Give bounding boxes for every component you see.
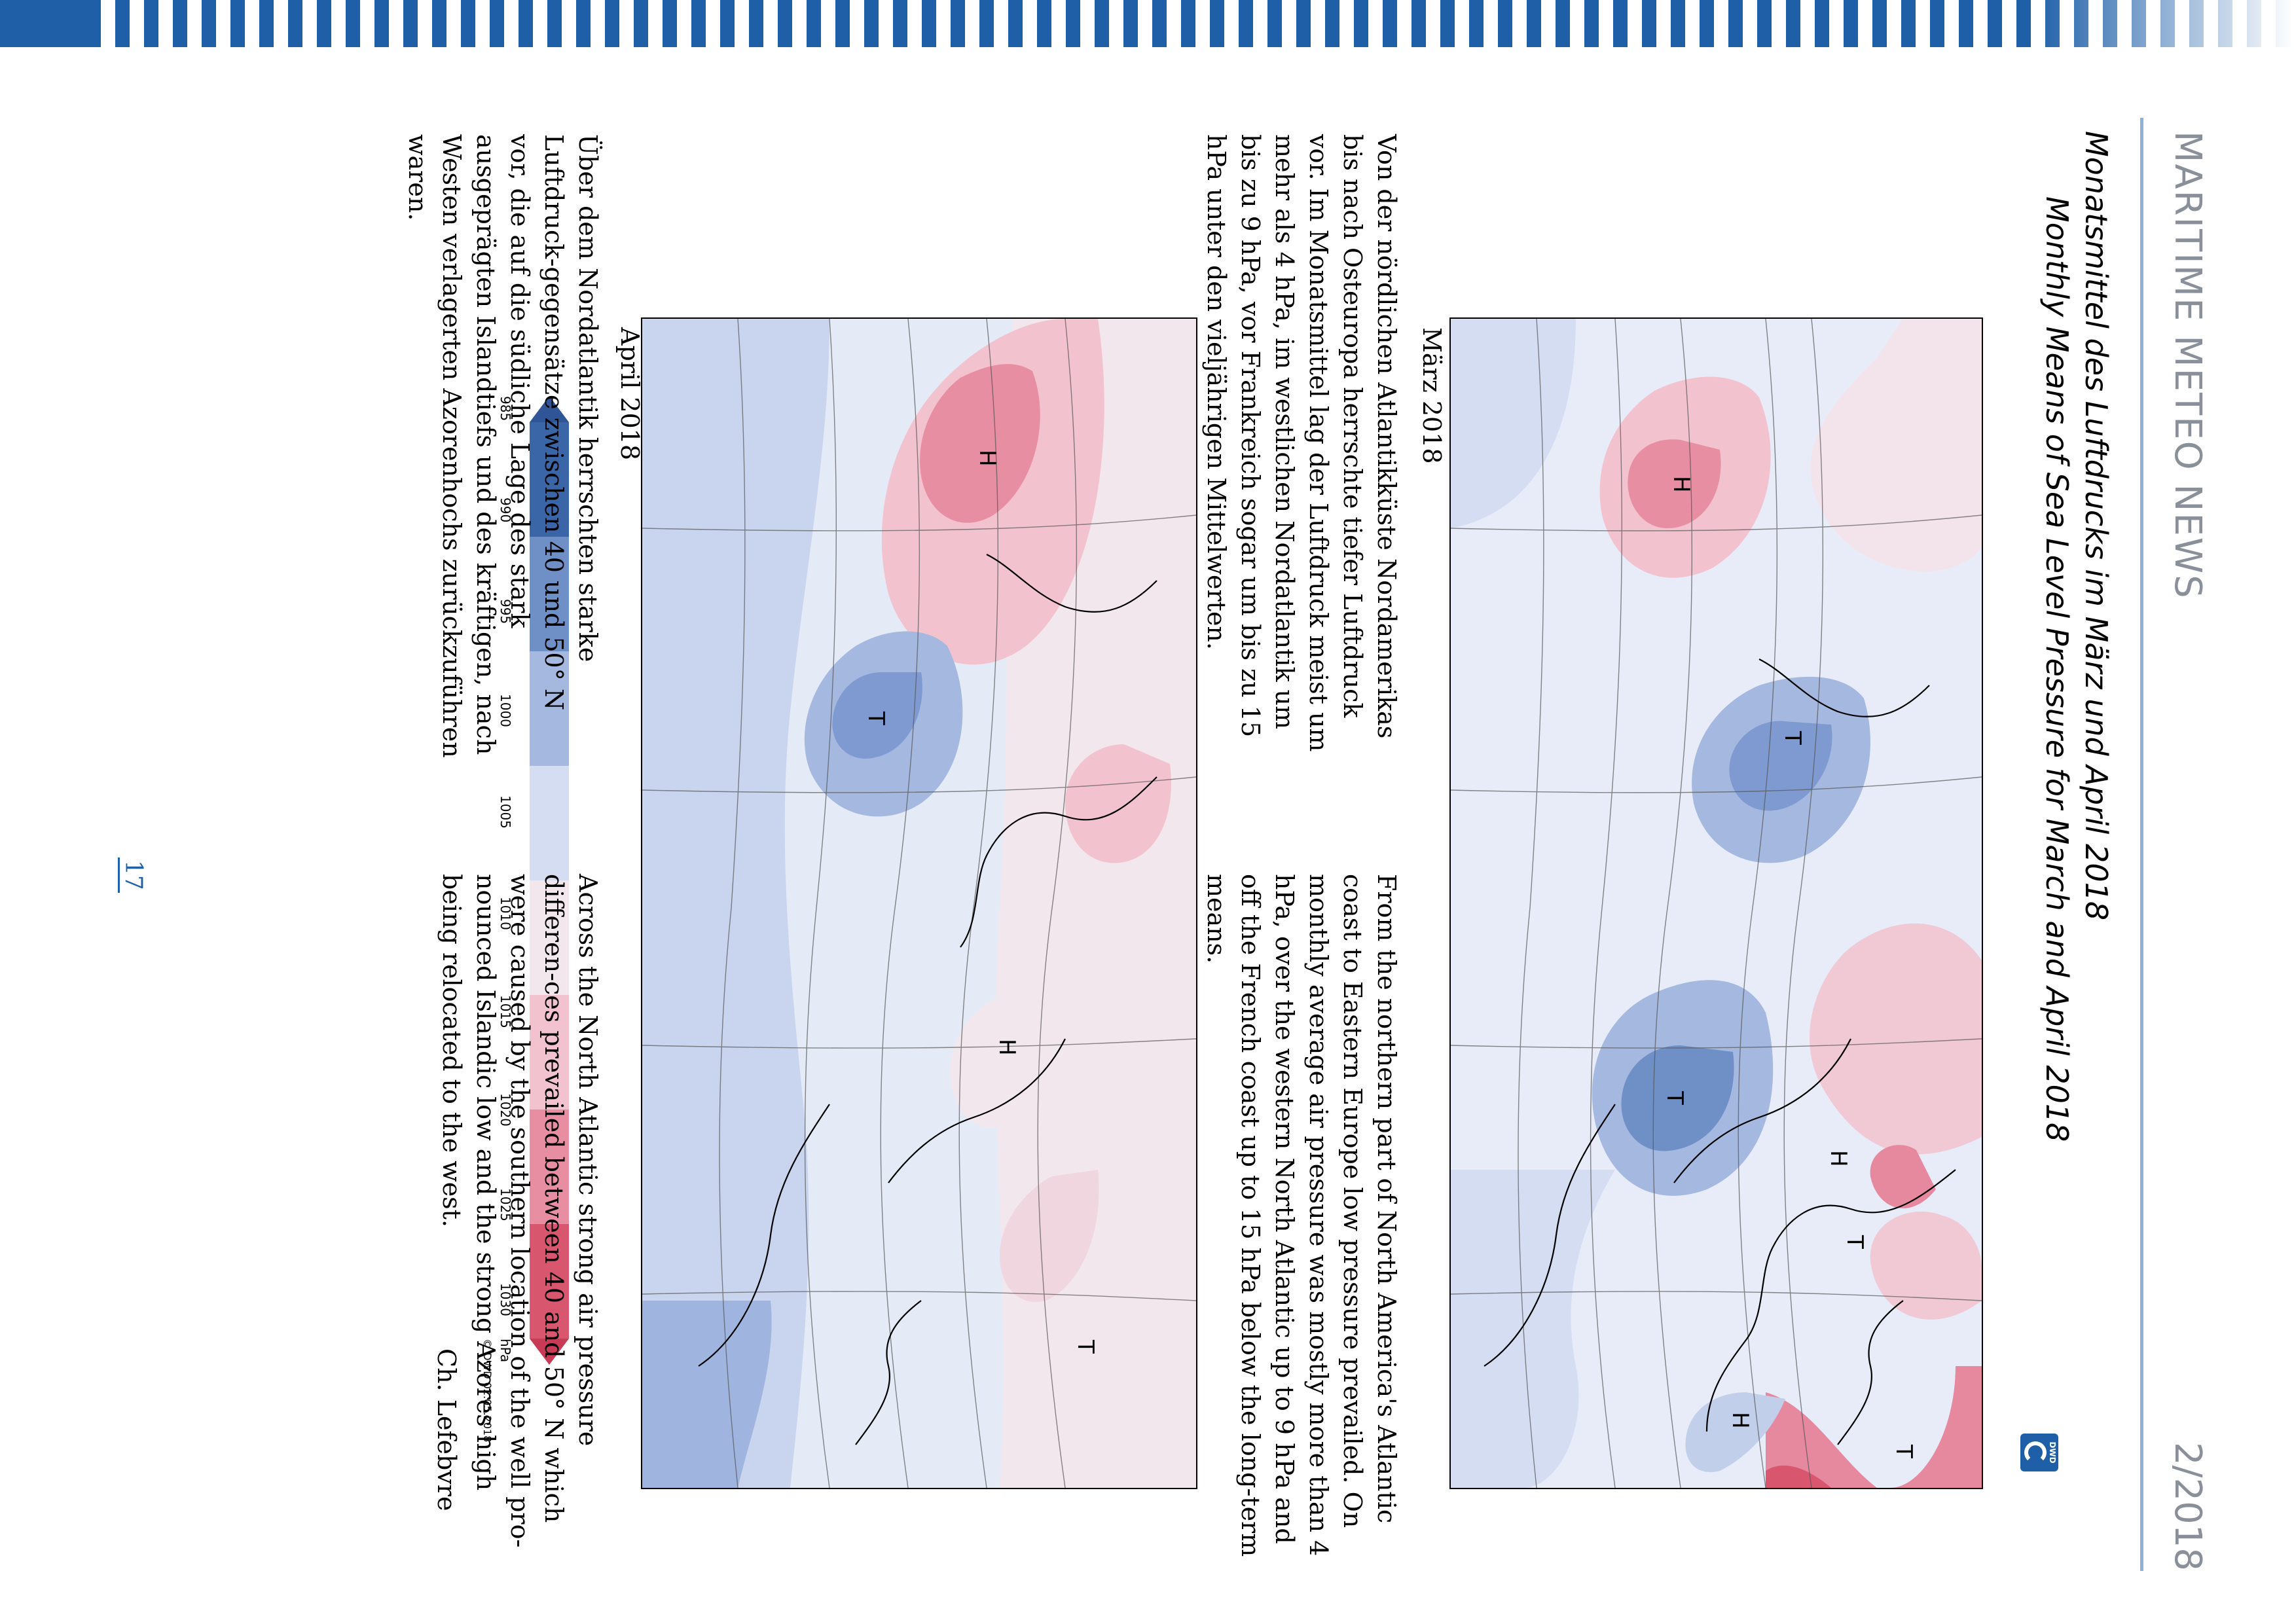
issue-number: 2/2018 xyxy=(2166,1441,2209,1571)
low-marker-april-1: T xyxy=(863,711,889,725)
legend-band-3 xyxy=(530,651,569,766)
pressure-map-april: T T H H xyxy=(641,317,1197,1489)
pressure-map-april-svg: T T H H xyxy=(642,319,1196,1488)
low-marker-march-2: T xyxy=(1662,1091,1688,1105)
legend-band-7 xyxy=(530,1110,569,1224)
low-marker-march-1: T xyxy=(1779,731,1806,745)
pressure-map-march-svg: T T T T H H H xyxy=(1451,319,1982,1488)
low-marker-april-2: T xyxy=(1072,1339,1099,1354)
header-rule xyxy=(2140,118,2143,1571)
legend-band-2 xyxy=(530,537,569,651)
author-name: Ch. Lefebvre xyxy=(432,1348,461,1511)
dwd-logo: DWD xyxy=(2020,1434,2058,1471)
legend-colorbar xyxy=(530,396,569,1365)
pressure-map-march: T T T T H H H xyxy=(1449,317,1983,1489)
legend-band-1 xyxy=(530,422,569,537)
low-marker-march-3: T xyxy=(1842,1235,1868,1249)
legend-tick-1005: 1005 xyxy=(498,795,513,829)
high-marker-april-1: H xyxy=(974,450,1000,467)
title-english: Monthly Means of Sea Level Pressure for … xyxy=(2039,196,2075,1142)
header-stripe-fade xyxy=(2032,0,2294,47)
dwd-swirl-icon xyxy=(2024,1441,2047,1464)
page-number: 17 xyxy=(118,857,147,893)
legend-arrow-low xyxy=(530,396,569,422)
text-april-german: Über dem Nordatlantik herrschten starke … xyxy=(403,134,602,758)
legend-arrow-high xyxy=(530,1339,569,1365)
header-stripe-solid xyxy=(0,0,98,47)
legend-band-4 xyxy=(530,766,569,880)
rotated-page-content: MARITIME METEO NEWS 2/2018 Monatsmittel … xyxy=(81,52,2294,1571)
header-stripe-bar xyxy=(0,0,2294,47)
legend-band-8 xyxy=(530,1224,569,1339)
high-marker-april-2: H xyxy=(994,1039,1020,1056)
legend-band-5 xyxy=(530,880,569,995)
dwd-logo-text: DWD xyxy=(2048,1441,2057,1464)
title-german: Monatsmittel des Luftdrucks im März und … xyxy=(2079,131,2114,921)
low-marker-march-4: T xyxy=(1891,1444,1917,1458)
map-caption-march: März 2018 xyxy=(1417,327,1446,464)
high-marker-march-2: H xyxy=(1825,1150,1851,1167)
text-march-english: From the northern part of North America'… xyxy=(1202,874,1401,1557)
legend-band-6 xyxy=(530,995,569,1110)
high-marker-march-1: H xyxy=(1668,476,1694,493)
map-caption-april: April 2018 xyxy=(615,327,644,461)
high-marker-march-3: H xyxy=(1727,1412,1753,1429)
pressure-legend: 985 990 995 1000 1005 1010 1015 1020 102… xyxy=(481,396,582,1442)
publication-title: MARITIME METEO NEWS xyxy=(2166,131,2209,600)
text-march-german: Von der nördlichen Atlantikküste Nordame… xyxy=(1202,134,1401,752)
